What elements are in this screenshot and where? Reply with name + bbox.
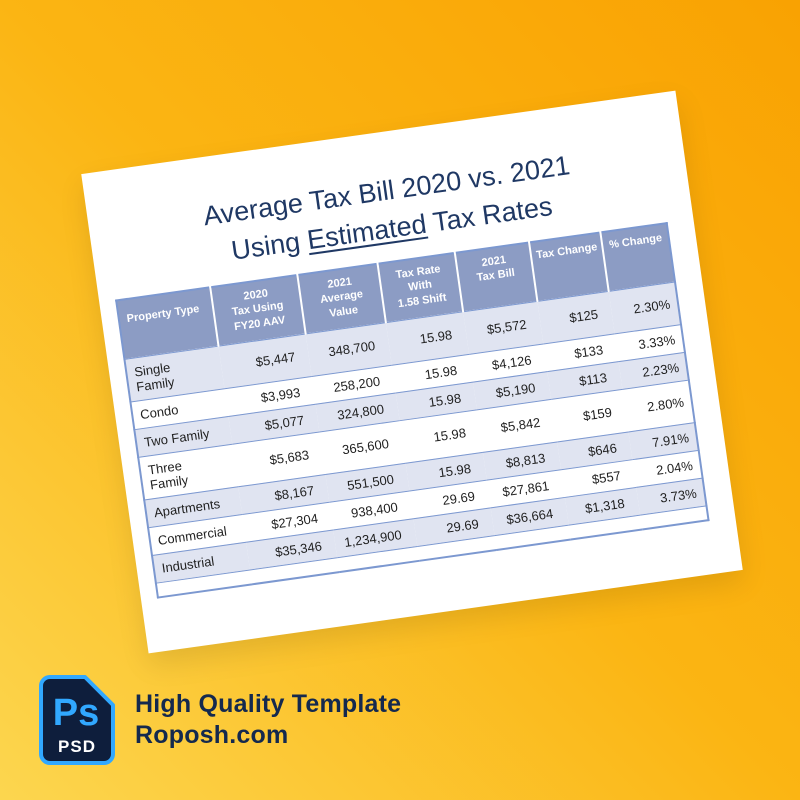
column-header-pct-change: % Change	[600, 222, 675, 291]
slide-page: Average Tax Bill 2020 vs. 2021 Using Est…	[81, 90, 743, 654]
column-header-tax-change: Tax Change	[529, 232, 609, 301]
footer-line2: Roposh.com	[135, 721, 289, 749]
footer-branding: Ps PSD High Quality Template Roposh.com	[37, 673, 401, 767]
psd-file-icon: Ps PSD	[39, 675, 115, 765]
footer-line1: High Quality Template	[135, 689, 402, 718]
tax-table: Property Type 2020 Tax Using FY20 AAV 20…	[114, 221, 710, 599]
column-header-2021-average-value: 2021 Average Value	[297, 263, 386, 334]
column-header-2021-tax-bill: 2021 Tax Bill	[454, 242, 538, 312]
title-underlined-word: Estimated	[305, 209, 429, 256]
column-header-tax-rate: Tax Rate With 1.58 Shift	[377, 252, 463, 323]
title-line2-suffix: Tax Rates	[424, 191, 555, 239]
title-line2-prefix: Using	[229, 225, 310, 267]
footer-text: High Quality Template Roposh.com	[135, 689, 401, 752]
ps-logo-text: Ps	[53, 692, 99, 734]
psd-file-shape	[39, 675, 115, 765]
psd-label-text: PSD	[58, 737, 96, 756]
